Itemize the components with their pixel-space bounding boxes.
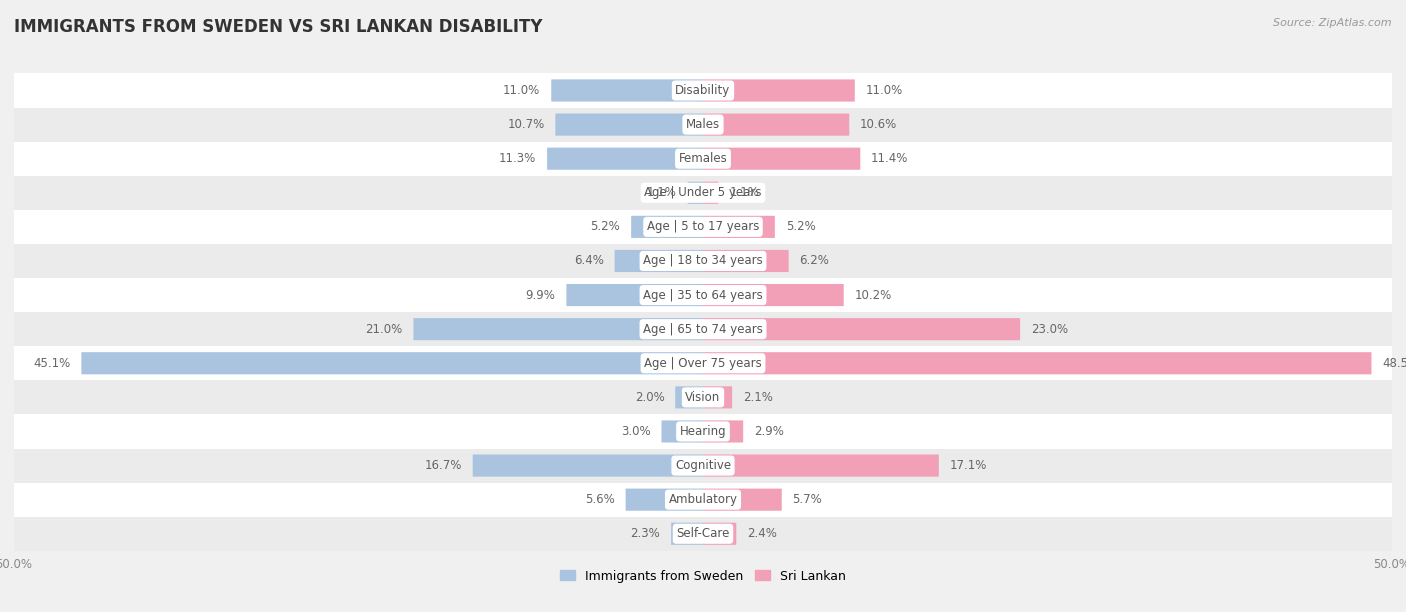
Text: Age | 65 to 74 years: Age | 65 to 74 years [643,323,763,335]
FancyBboxPatch shape [671,523,703,545]
Text: 5.6%: 5.6% [585,493,614,506]
Text: Age | 5 to 17 years: Age | 5 to 17 years [647,220,759,233]
Text: 21.0%: 21.0% [366,323,402,335]
FancyBboxPatch shape [703,455,939,477]
FancyBboxPatch shape [626,488,703,511]
Text: Source: ZipAtlas.com: Source: ZipAtlas.com [1274,18,1392,28]
FancyBboxPatch shape [703,386,733,408]
FancyBboxPatch shape [703,80,855,102]
FancyBboxPatch shape [14,108,1392,141]
FancyBboxPatch shape [703,420,744,442]
FancyBboxPatch shape [547,147,703,170]
Text: Hearing: Hearing [679,425,727,438]
FancyBboxPatch shape [703,284,844,306]
Text: 11.0%: 11.0% [503,84,540,97]
Text: Vision: Vision [685,391,721,404]
Text: IMMIGRANTS FROM SWEDEN VS SRI LANKAN DISABILITY: IMMIGRANTS FROM SWEDEN VS SRI LANKAN DIS… [14,18,543,36]
Text: Age | Under 5 years: Age | Under 5 years [644,186,762,200]
FancyBboxPatch shape [703,250,789,272]
FancyBboxPatch shape [567,284,703,306]
FancyBboxPatch shape [14,210,1392,244]
Text: 10.7%: 10.7% [508,118,544,131]
Text: Age | Over 75 years: Age | Over 75 years [644,357,762,370]
Text: 5.7%: 5.7% [793,493,823,506]
Text: 2.9%: 2.9% [754,425,785,438]
FancyBboxPatch shape [14,380,1392,414]
Text: 48.5%: 48.5% [1382,357,1406,370]
FancyBboxPatch shape [703,182,718,204]
Text: 16.7%: 16.7% [425,459,461,472]
FancyBboxPatch shape [82,352,703,375]
FancyBboxPatch shape [14,449,1392,483]
FancyBboxPatch shape [14,141,1392,176]
FancyBboxPatch shape [631,216,703,238]
Text: Self-Care: Self-Care [676,528,730,540]
Text: 5.2%: 5.2% [591,220,620,233]
FancyBboxPatch shape [688,182,703,204]
Text: Age | 18 to 34 years: Age | 18 to 34 years [643,255,763,267]
FancyBboxPatch shape [703,113,849,136]
FancyBboxPatch shape [14,346,1392,380]
Text: 11.3%: 11.3% [499,152,536,165]
FancyBboxPatch shape [703,147,860,170]
Text: 23.0%: 23.0% [1031,323,1069,335]
FancyBboxPatch shape [614,250,703,272]
Text: Ambulatory: Ambulatory [668,493,738,506]
Text: 10.2%: 10.2% [855,289,891,302]
Text: 1.1%: 1.1% [647,186,676,200]
Text: 2.3%: 2.3% [630,528,661,540]
Text: 6.2%: 6.2% [800,255,830,267]
FancyBboxPatch shape [551,80,703,102]
FancyBboxPatch shape [14,517,1392,551]
FancyBboxPatch shape [14,176,1392,210]
Text: 2.1%: 2.1% [742,391,773,404]
Text: 9.9%: 9.9% [526,289,555,302]
FancyBboxPatch shape [703,488,782,511]
FancyBboxPatch shape [14,278,1392,312]
Text: 11.0%: 11.0% [866,84,903,97]
FancyBboxPatch shape [14,414,1392,449]
FancyBboxPatch shape [14,312,1392,346]
Text: Cognitive: Cognitive [675,459,731,472]
FancyBboxPatch shape [703,352,1371,375]
Text: Age | 35 to 64 years: Age | 35 to 64 years [643,289,763,302]
FancyBboxPatch shape [14,73,1392,108]
FancyBboxPatch shape [555,113,703,136]
Text: 3.0%: 3.0% [621,425,651,438]
Text: Males: Males [686,118,720,131]
FancyBboxPatch shape [472,455,703,477]
FancyBboxPatch shape [413,318,703,340]
Text: 45.1%: 45.1% [34,357,70,370]
Text: 2.4%: 2.4% [747,528,778,540]
FancyBboxPatch shape [703,318,1021,340]
Text: 5.2%: 5.2% [786,220,815,233]
FancyBboxPatch shape [14,483,1392,517]
Text: 2.0%: 2.0% [634,391,665,404]
FancyBboxPatch shape [703,523,737,545]
FancyBboxPatch shape [703,216,775,238]
FancyBboxPatch shape [675,386,703,408]
Legend: Immigrants from Sweden, Sri Lankan: Immigrants from Sweden, Sri Lankan [555,564,851,588]
Text: 11.4%: 11.4% [872,152,908,165]
FancyBboxPatch shape [661,420,703,442]
Text: 10.6%: 10.6% [860,118,897,131]
Text: Females: Females [679,152,727,165]
Text: 17.1%: 17.1% [949,459,987,472]
Text: Disability: Disability [675,84,731,97]
Text: 1.1%: 1.1% [730,186,759,200]
FancyBboxPatch shape [14,244,1392,278]
Text: 6.4%: 6.4% [574,255,603,267]
